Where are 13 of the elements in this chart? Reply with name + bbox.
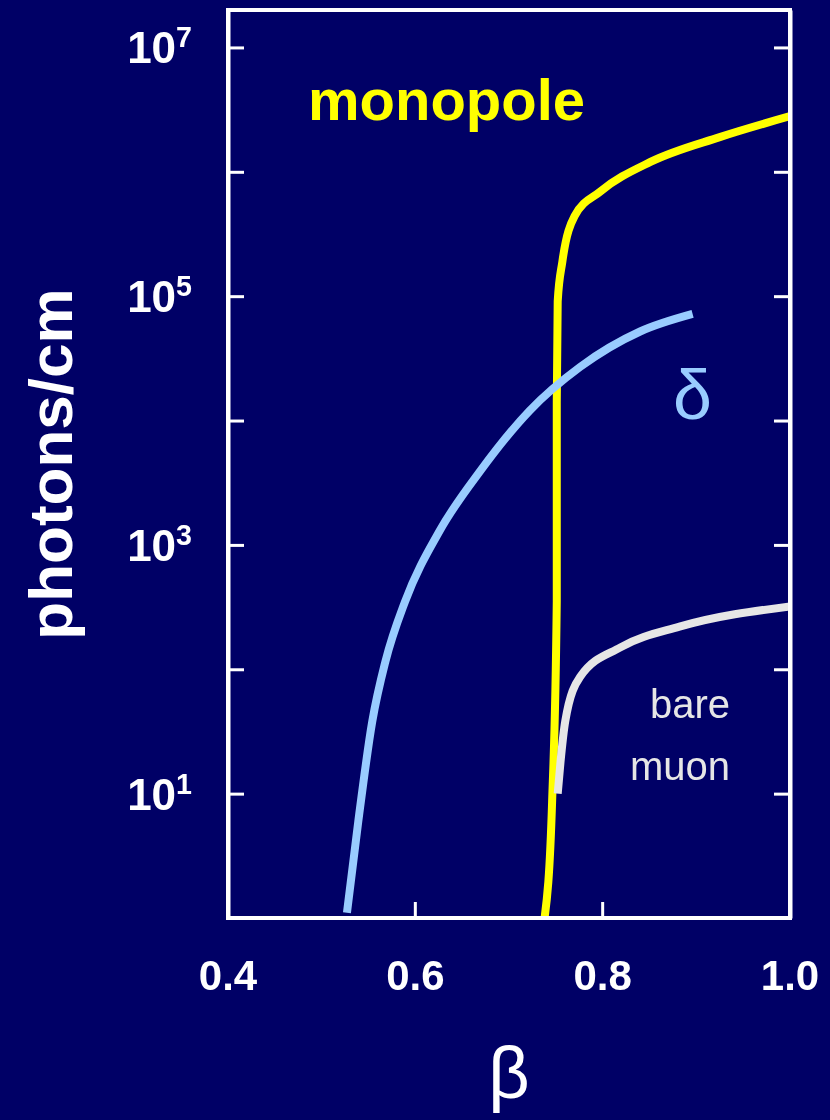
x-tick-label: 0.4 [198,952,258,999]
series-label: monopole [308,67,586,132]
x-tick-label: 0.8 [573,952,632,999]
y-tick-label: 10$^{5}$ [127,270,193,322]
x-tick-label: 0.6 [386,952,445,999]
y-axis-title: photons/cm [16,288,85,640]
series-label: δ [673,355,713,434]
series-label: bare muon [629,682,730,789]
y-tick-label: 10$^{7}$ [127,21,192,73]
y-tick-label: 10$^{3}$ [127,518,192,570]
x-axis-title: β [488,1033,530,1113]
x-tick-label: 1.0 [760,952,820,999]
y-tick-label: 10$^{1}$ [127,767,193,819]
